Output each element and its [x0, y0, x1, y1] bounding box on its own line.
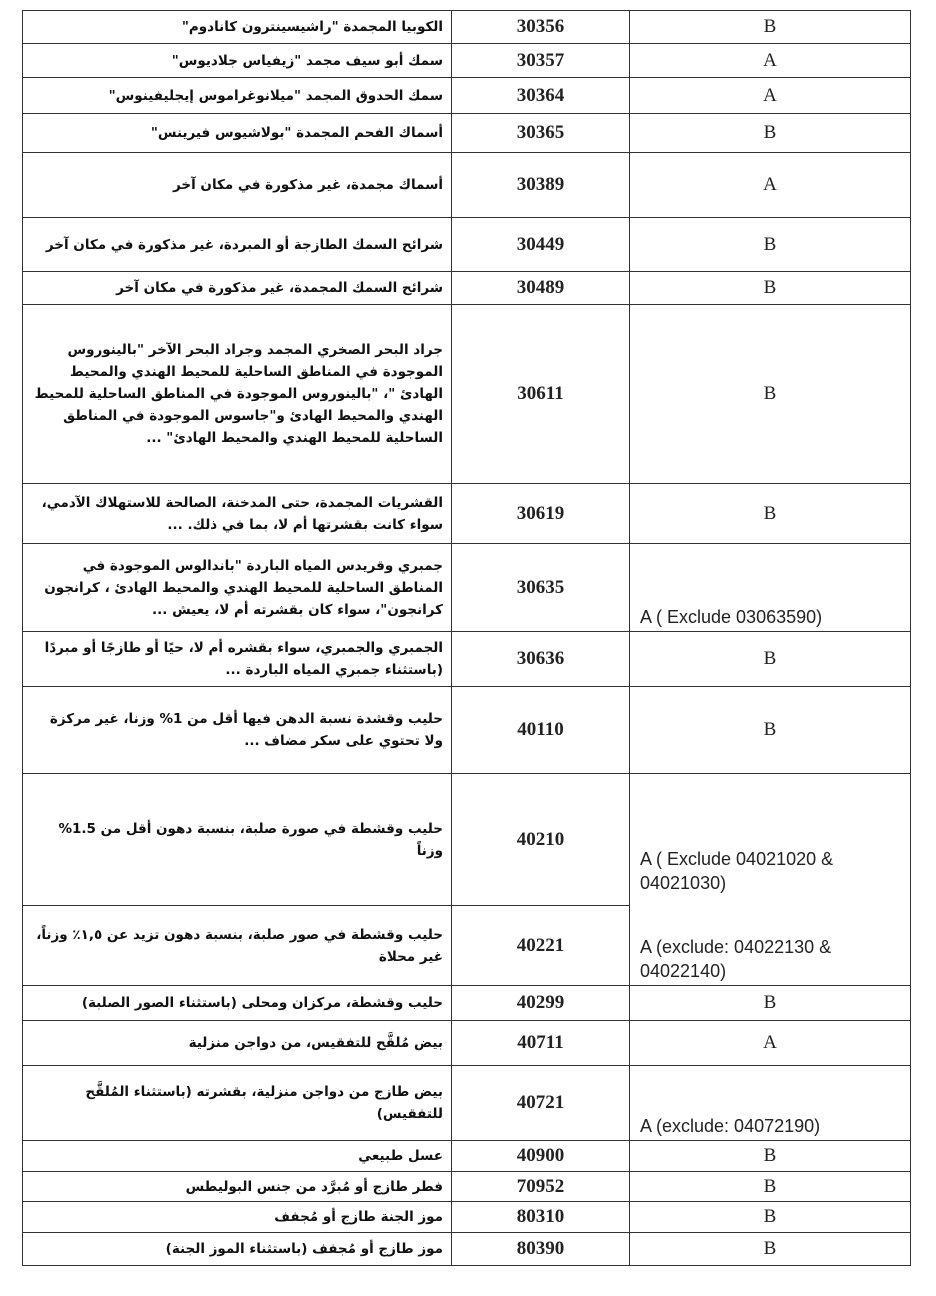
table-row: حليب وقشطة في صور صلبة، بنسبة دهون تزيد … [22, 905, 911, 986]
table-row: بيض مُلقَّح للتفقيس، من دواجن منزلية 4071… [22, 1020, 911, 1066]
item-category: B [629, 304, 911, 484]
item-code: 30489 [451, 271, 630, 305]
table-row: فطر طازج أو مُبرَّد من جنس البوليطس 70952… [22, 1171, 911, 1202]
item-code: 80310 [451, 1201, 630, 1233]
item-category: A [629, 152, 911, 218]
item-category: B [629, 483, 911, 544]
table-row: بيض طازج من دواجن منزلية، بقشرته (باستثن… [22, 1065, 911, 1141]
table-row: القشريات المجمدة، حتى المدخنة، الصالحة ل… [22, 483, 911, 544]
item-category: A [629, 43, 911, 78]
category-note: A ( Exclude 04021020 & 04021030) [640, 849, 834, 893]
item-category: B [629, 113, 911, 153]
item-category: B [629, 1232, 911, 1266]
item-category: B [629, 217, 911, 272]
category-note: A (exclude: 04022130 & 04022140) [640, 937, 832, 981]
table-row: أسماك مجمدة، غير مذكورة في مكان آخر 30389… [22, 152, 911, 218]
item-code: 40711 [451, 1020, 630, 1066]
item-category: B [629, 985, 911, 1021]
item-code: 70952 [451, 1171, 630, 1202]
item-category: A [629, 77, 911, 114]
item-description: سمك الحدوق المجمد "ميلانوغراموس إيجليفين… [22, 77, 452, 114]
item-code: 30364 [451, 77, 630, 114]
table-row: جراد البحر الصخري المجمد وجراد البحر الآ… [22, 304, 911, 484]
item-description: شرائح السمك الطازجة أو المبردة، غير مذكو… [22, 217, 452, 272]
item-description: أسماك مجمدة، غير مذكورة في مكان آخر [22, 152, 452, 218]
item-code: 30357 [451, 43, 630, 78]
item-code: 30619 [451, 483, 630, 544]
item-category: B [629, 10, 911, 44]
item-code: 40299 [451, 985, 630, 1021]
item-description: موز طازج أو مُجفف (باستثناء الموز الجنة) [22, 1232, 452, 1266]
item-description: بيض مُلقَّح للتفقيس، من دواجن منزلية [22, 1020, 452, 1066]
table-row: حليب وقشطة في صورة صلبة، بنسبة دهون أقل … [22, 773, 911, 986]
item-description: القشريات المجمدة، حتى المدخنة، الصالحة ل… [22, 483, 452, 544]
table-row: الجمبري والجمبري، سواء بقشره أم لا، حيًا… [22, 631, 911, 687]
tariff-table: الكوبيا المجمدة "راشيسينترون كانادوم" 303… [22, 10, 911, 1266]
table-row: عسل طبيعي 40900 B [22, 1140, 911, 1172]
item-description: حليب وقشطة في صورة صلبة، بنسبة دهون أقل … [22, 773, 452, 906]
item-description: بيض طازج من دواجن منزلية، بقشرته (باستثن… [22, 1065, 452, 1141]
table-row: حليب وقشطة، مركزان ومحلى (باستثناء الصور… [22, 985, 911, 1021]
table-row: حليب وقشدة نسبة الدهن فيها أقل من 1% وزن… [22, 686, 911, 774]
item-description: جمبري وقريدس المياه الباردة "باندالوس ال… [22, 543, 452, 632]
item-code: 40221 [451, 905, 630, 986]
item-code: 30635 [451, 543, 630, 632]
item-description: أسماك الفحم المجمدة "بولاشيوس فيرينس" [22, 113, 452, 153]
item-code: 30611 [451, 304, 630, 484]
item-description: الكوبيا المجمدة "راشيسينترون كانادوم" [22, 10, 452, 44]
item-code: 40721 [451, 1065, 630, 1141]
table-row: جمبري وقريدس المياه الباردة "باندالوس ال… [22, 543, 911, 632]
table-row: أسماك الفحم المجمدة "بولاشيوس فيرينس" 303… [22, 113, 911, 153]
item-description: فطر طازج أو مُبرَّد من جنس البوليطس [22, 1171, 452, 1202]
item-category: B [629, 271, 911, 305]
item-description: موز الجنة طازج أو مُجفف [22, 1201, 452, 1233]
table-row: موز الجنة طازج أو مُجفف 80310 B [22, 1201, 911, 1233]
item-description: عسل طبيعي [22, 1140, 452, 1172]
item-code: 40210 [451, 773, 630, 906]
item-category: B [629, 1140, 911, 1172]
item-code: 30365 [451, 113, 630, 153]
item-category: A [629, 1020, 911, 1066]
item-category: A ( Exclude 03063590) [629, 543, 911, 632]
table-row: سمك الحدوق المجمد "ميلانوغراموس إيجليفين… [22, 77, 911, 114]
item-description: حليب وقشطة، مركزان ومحلى (باستثناء الصور… [22, 985, 452, 1021]
item-code: 30389 [451, 152, 630, 218]
item-code: 40900 [451, 1140, 630, 1172]
item-description: الجمبري والجمبري، سواء بقشره أم لا، حيًا… [22, 631, 452, 687]
item-category: B [629, 686, 911, 774]
table-row: موز طازج أو مُجفف (باستثناء الموز الجنة)… [22, 1232, 911, 1266]
item-category: B [629, 631, 911, 687]
table-row: سمك أبو سيف مجمد "زيفياس جلاديوس" 30357 A [22, 43, 911, 78]
item-code: 30356 [451, 10, 630, 44]
item-description: شرائح السمك المجمدة، غير مذكورة في مكان … [22, 271, 452, 305]
item-description: سمك أبو سيف مجمد "زيفياس جلاديوس" [22, 43, 452, 78]
item-code: 30449 [451, 217, 630, 272]
item-description: جراد البحر الصخري المجمد وجراد البحر الآ… [22, 304, 452, 484]
item-description: حليب وقشدة نسبة الدهن فيها أقل من 1% وزن… [22, 686, 452, 774]
table-row: الكوبيا المجمدة "راشيسينترون كانادوم" 303… [22, 10, 911, 44]
item-category: A ( Exclude 04021020 & 04021030) A (exclu… [629, 773, 911, 986]
item-category: B [629, 1201, 911, 1233]
item-code: 30636 [451, 631, 630, 687]
item-description: حليب وقشطة في صور صلبة، بنسبة دهون تزيد … [22, 905, 452, 986]
item-category: A (exclude: 04072190) [629, 1065, 911, 1141]
table-row: شرائح السمك الطازجة أو المبردة، غير مذكو… [22, 217, 911, 272]
item-code: 80390 [451, 1232, 630, 1266]
table-row: شرائح السمك المجمدة، غير مذكورة في مكان … [22, 271, 911, 305]
item-category: B [629, 1171, 911, 1202]
item-code: 40110 [451, 686, 630, 774]
